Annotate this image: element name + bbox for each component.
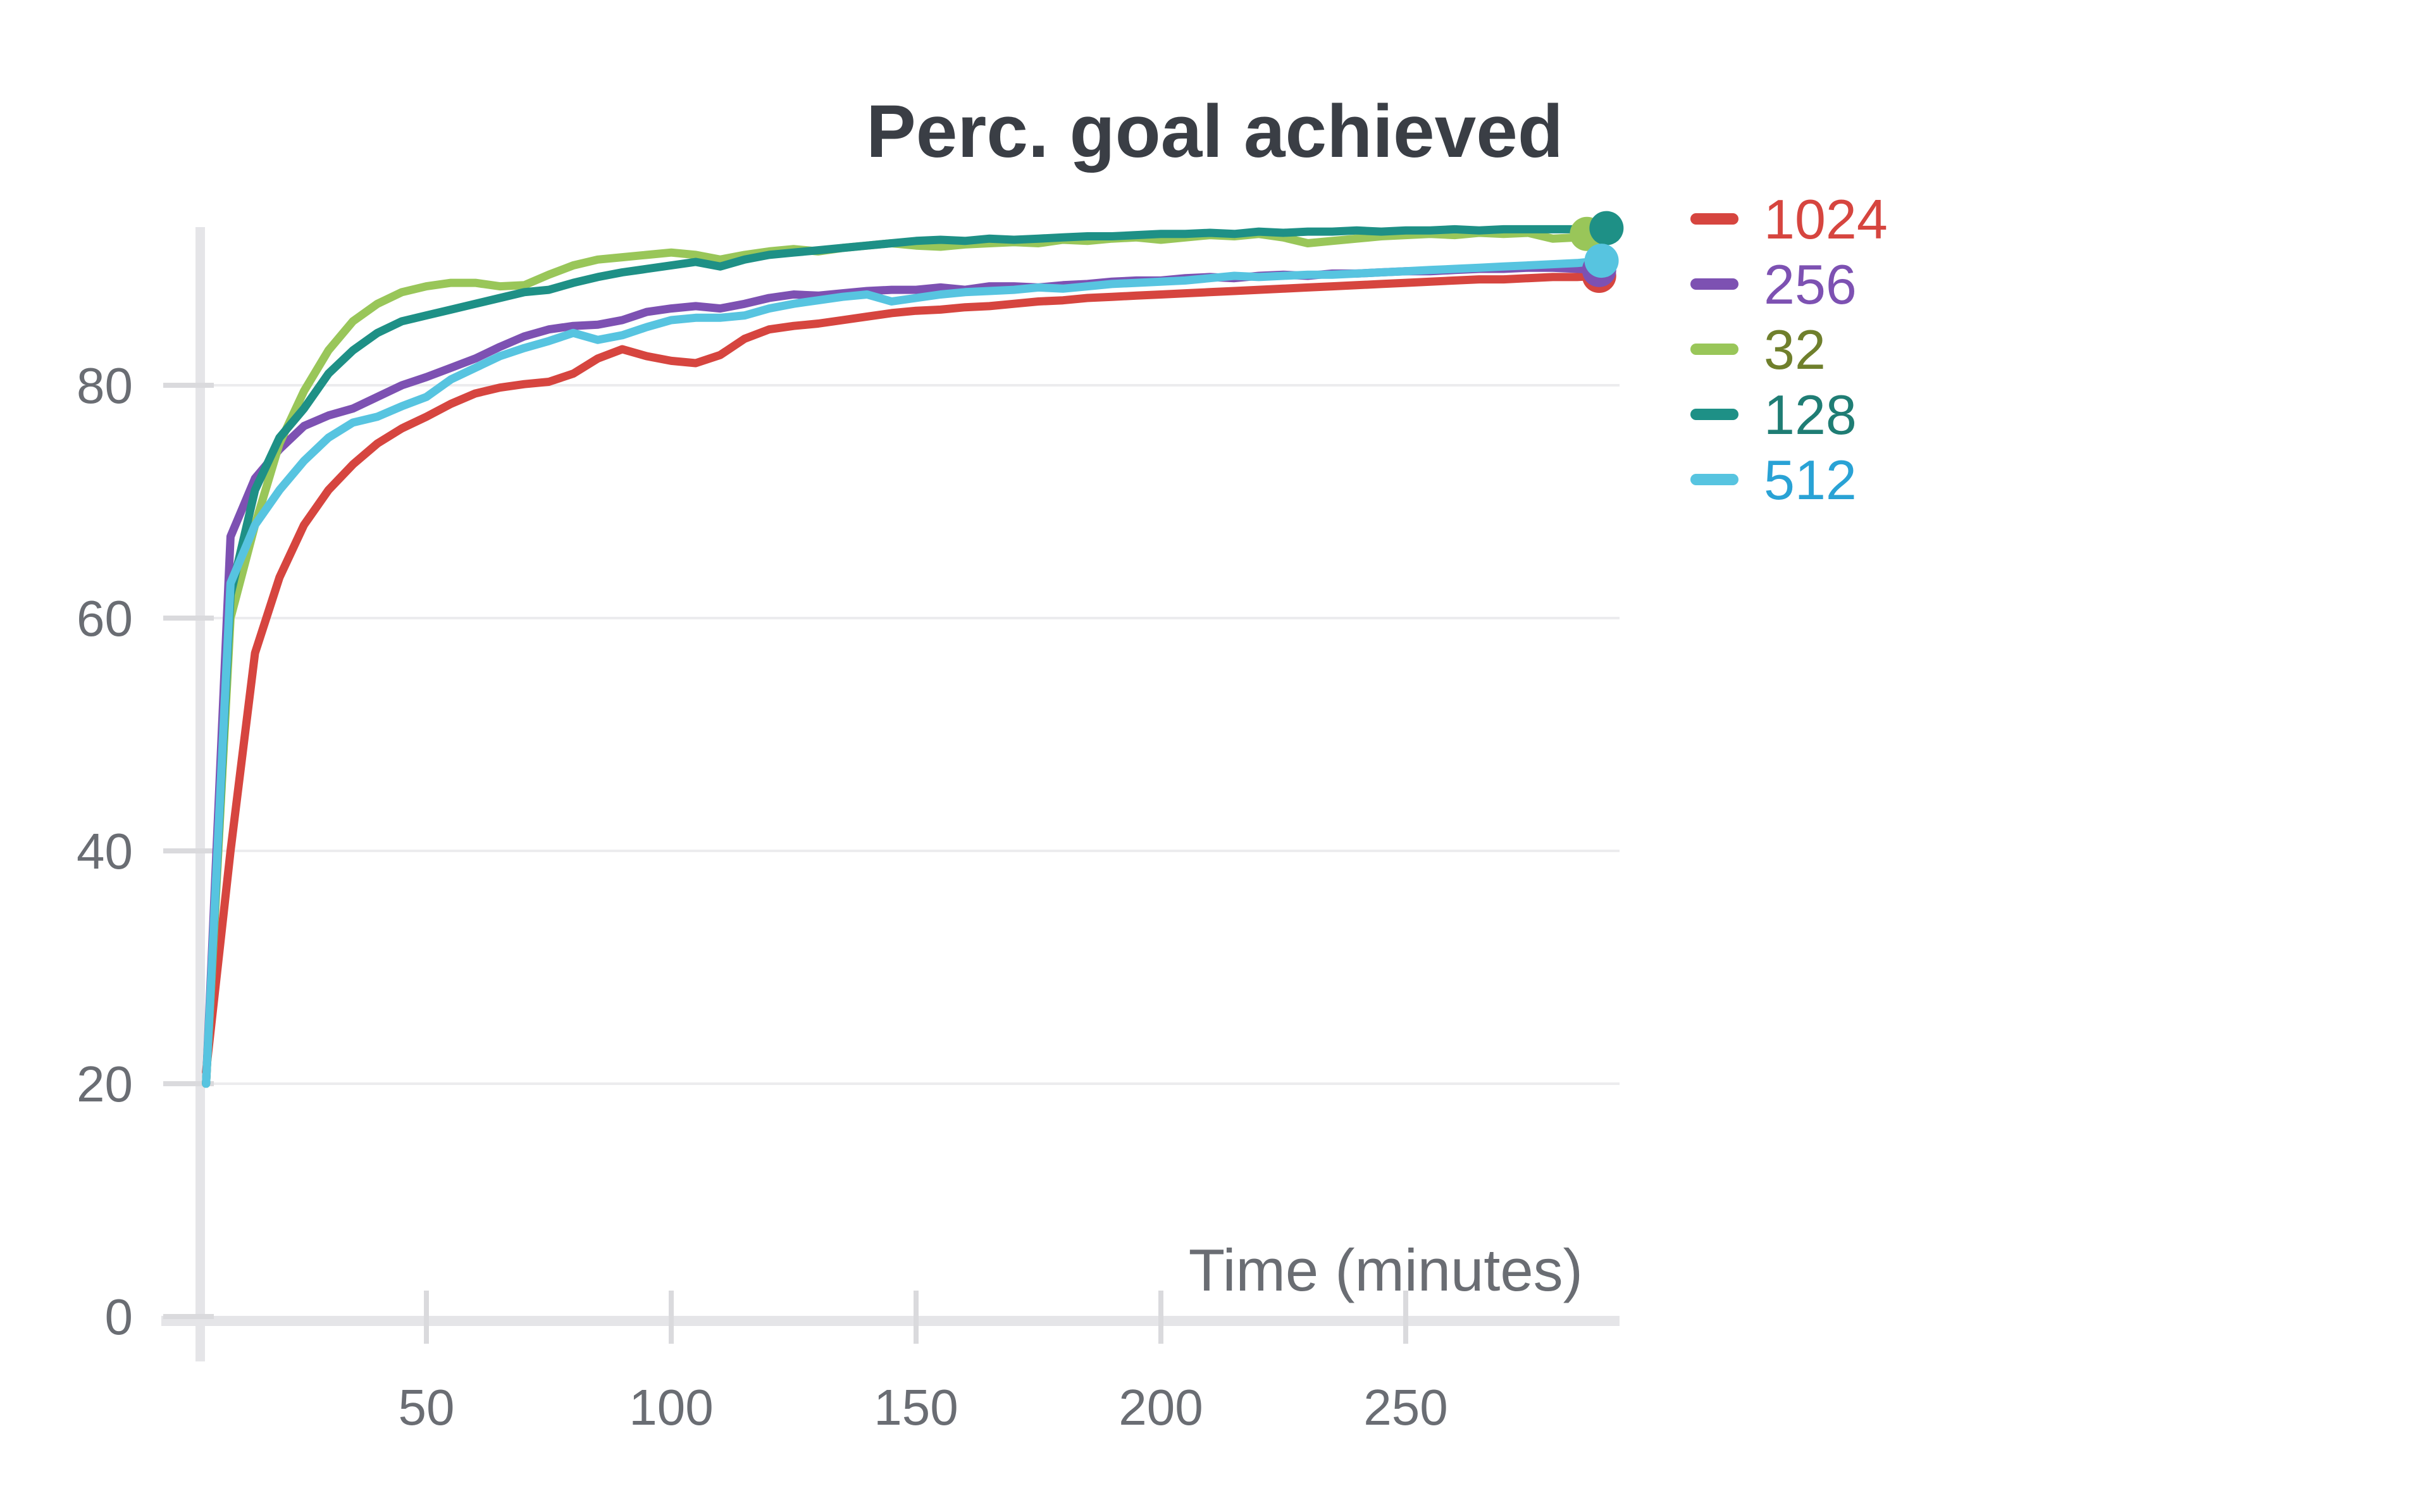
series-endpoint-128[interactable] <box>1589 211 1624 245</box>
legend-item-1024[interactable]: 1024 <box>1690 188 1888 251</box>
series-layer <box>202 224 1611 1088</box>
series-line-128[interactable] <box>202 224 1611 1088</box>
legend-item-512[interactable]: 512 <box>1690 449 1857 511</box>
legend-item-128[interactable]: 128 <box>1690 383 1857 446</box>
legend-label-512: 512 <box>1764 449 1857 511</box>
chart-title: Perc. goal achieved <box>866 90 1563 173</box>
legend-item-32[interactable]: 32 <box>1690 318 1826 381</box>
x-tick-label: 250 <box>1363 1379 1447 1435</box>
series-line-1024[interactable] <box>202 271 1604 1077</box>
x-tick-label: 50 <box>399 1379 455 1435</box>
legend-label-256: 256 <box>1764 253 1857 316</box>
x-axis-title: Time (minutes) <box>1189 1237 1583 1303</box>
y-tick-label: 0 <box>105 1289 133 1345</box>
plot-gridlines <box>205 384 1620 1085</box>
legend-swatch-1024 <box>1690 213 1738 225</box>
legend-label-32: 32 <box>1764 318 1826 381</box>
y-tick-label: 20 <box>77 1056 133 1112</box>
legend-label-128: 128 <box>1764 383 1857 446</box>
series-line-512[interactable] <box>202 256 1606 1088</box>
y-tick-label: 40 <box>77 823 133 879</box>
x-tick-label: 200 <box>1119 1379 1203 1435</box>
legend-swatch-512 <box>1690 474 1738 485</box>
y-tick-label: 60 <box>77 590 133 647</box>
legend-swatch-32 <box>1690 344 1738 355</box>
legend-swatch-256 <box>1690 278 1738 290</box>
y-tick-label: 80 <box>77 357 133 414</box>
legend-swatch-128 <box>1690 409 1738 420</box>
x-tick-label: 100 <box>629 1379 713 1435</box>
tick-labels: 0 20 40 60 80 50 100 150 200 250 <box>77 357 1448 1435</box>
y-axis-bar <box>195 227 205 1361</box>
series-line-256[interactable] <box>202 263 1604 1088</box>
legend-item-256[interactable]: 256 <box>1690 253 1857 316</box>
series-line-32[interactable] <box>202 228 1591 1088</box>
series-endpoint-512[interactable] <box>1584 244 1619 278</box>
legend-label-1024: 1024 <box>1764 188 1888 251</box>
x-tick-label: 150 <box>874 1379 958 1435</box>
series-endpoints <box>1570 211 1624 294</box>
